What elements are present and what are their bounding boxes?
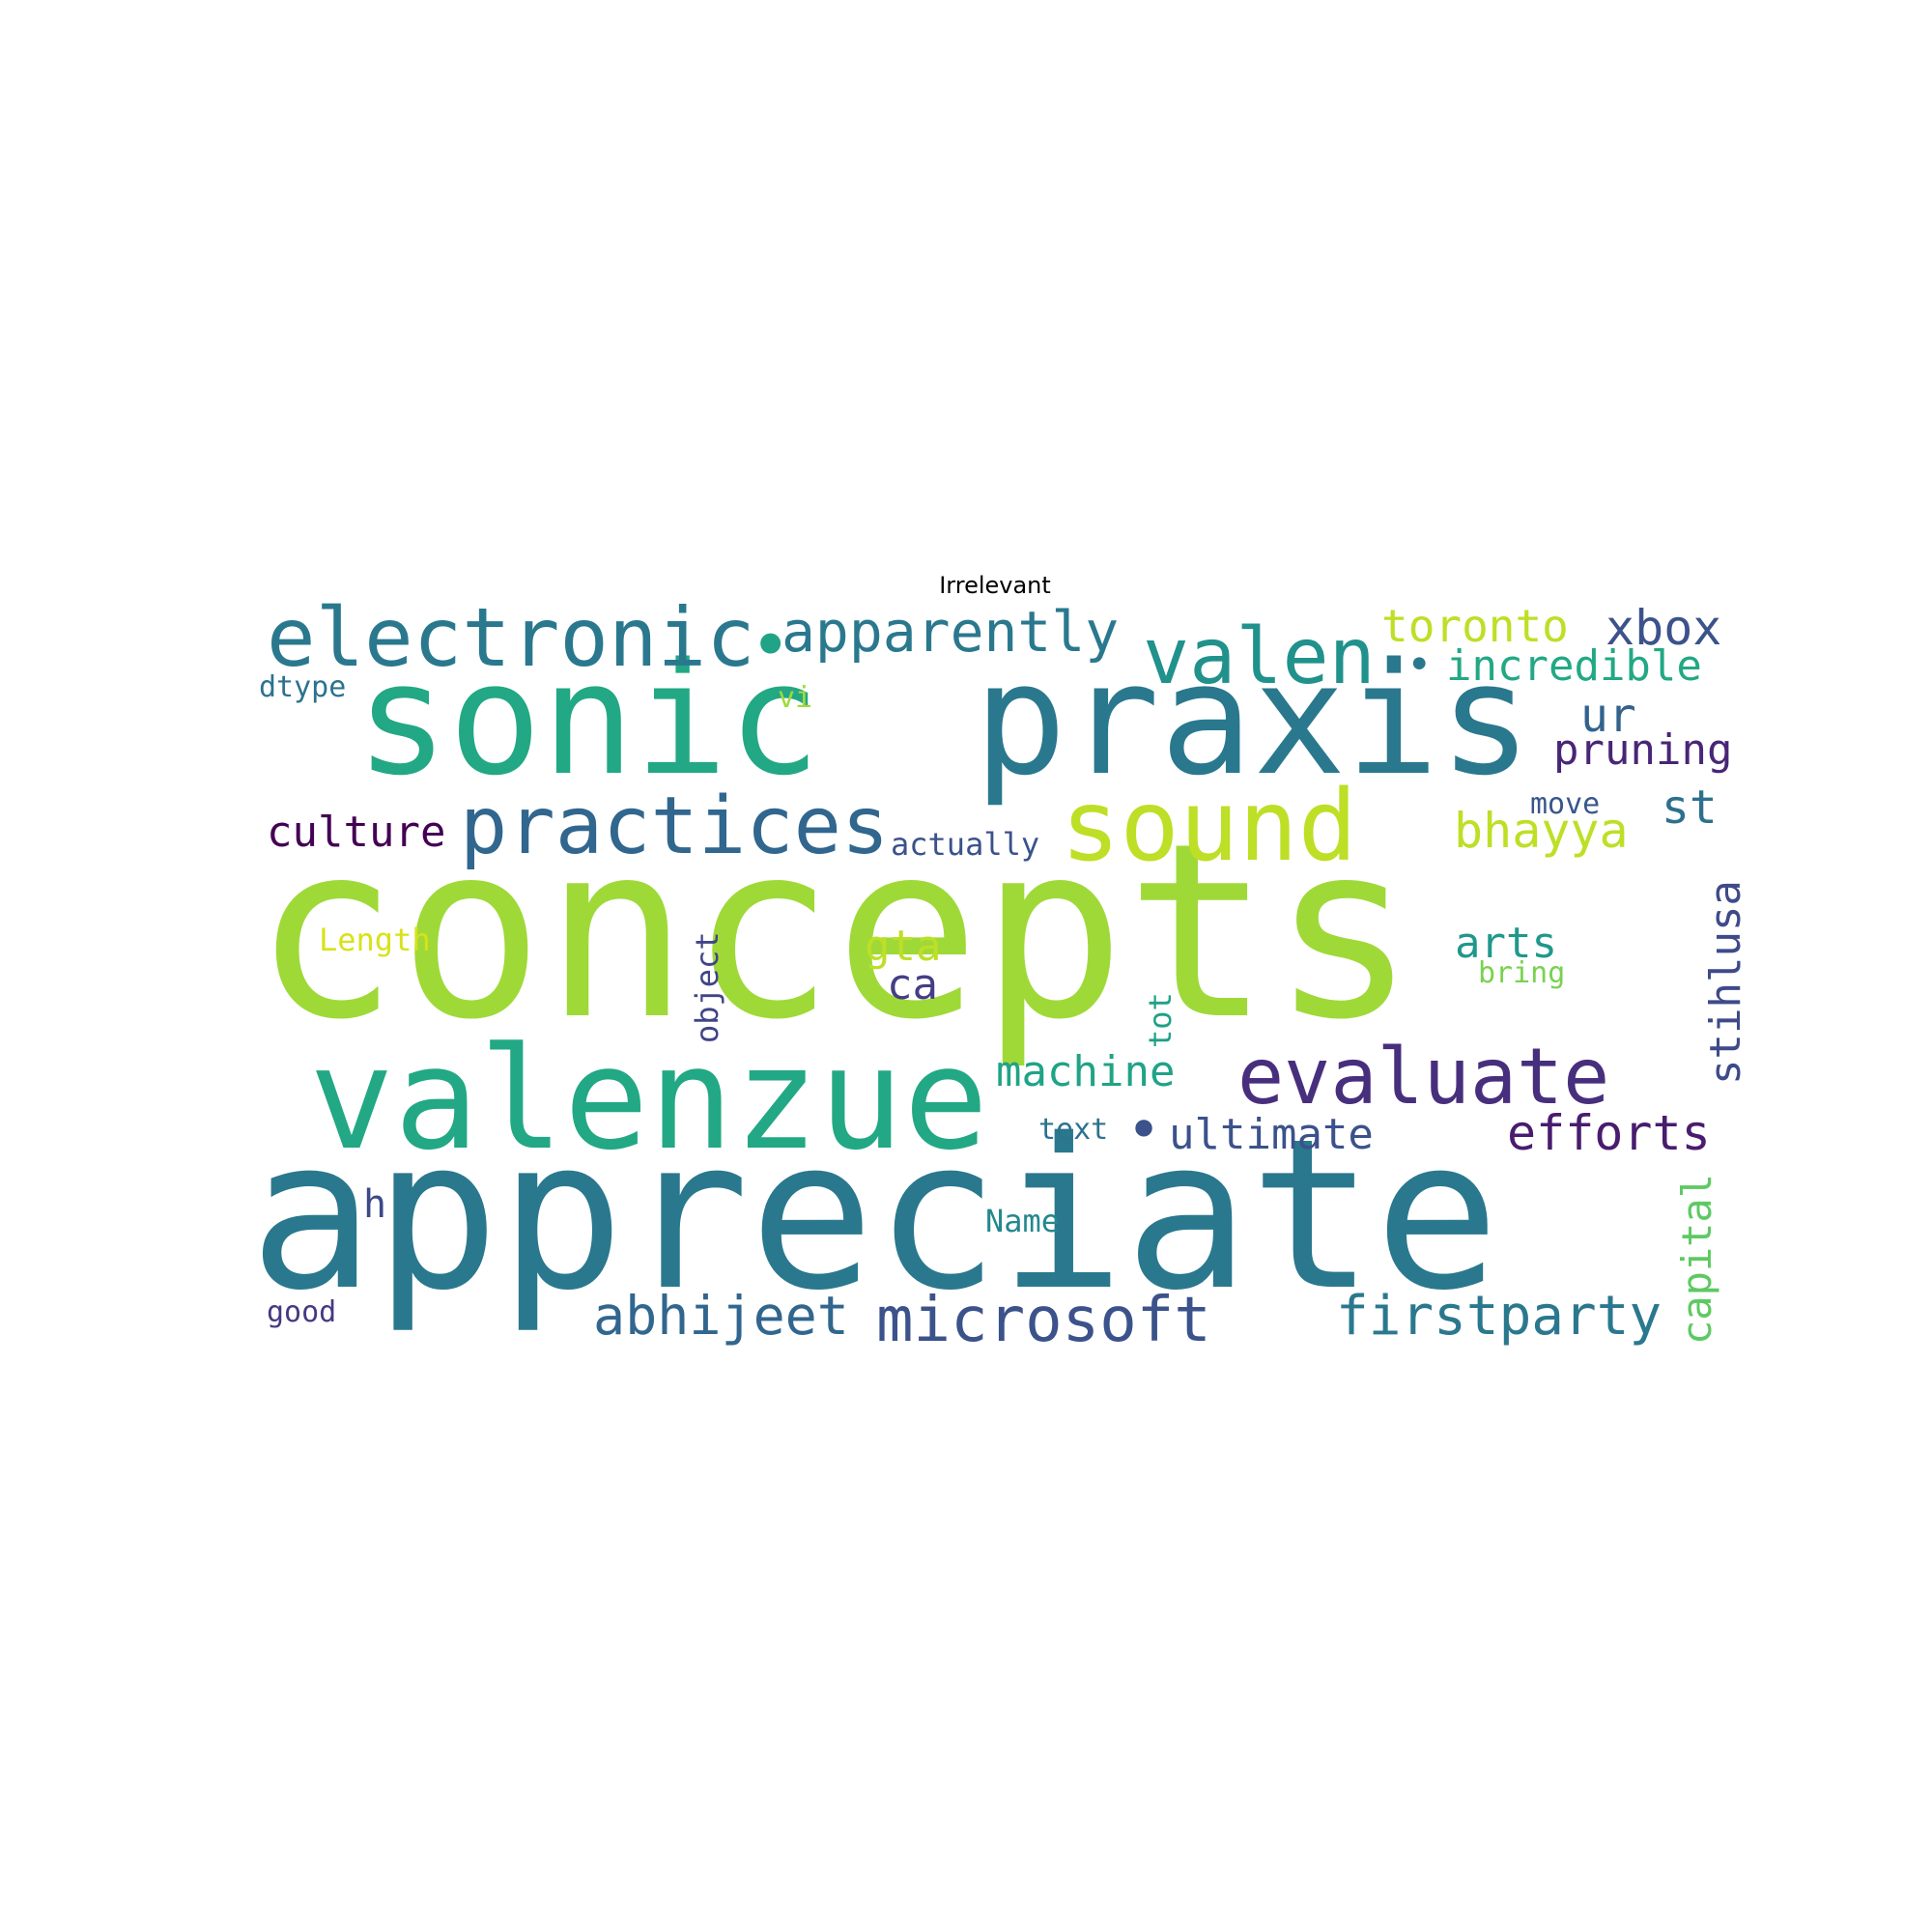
word-tot: tot bbox=[1142, 992, 1179, 1048]
word-ur: ur bbox=[1580, 689, 1636, 743]
word-dot-2: • bbox=[1406, 640, 1433, 690]
word-text: text bbox=[1038, 1113, 1109, 1147]
word-dot-1: • bbox=[750, 605, 792, 686]
word-culture: culture bbox=[267, 808, 446, 857]
word-vi: vi bbox=[778, 681, 813, 715]
word-capital: capital bbox=[1673, 1173, 1720, 1345]
word-gta: gta bbox=[865, 922, 942, 971]
word-pruning: pruning bbox=[1553, 725, 1733, 775]
word-valenzue: valenzue bbox=[309, 1017, 989, 1181]
word-xbox: xbox bbox=[1605, 600, 1722, 656]
word-concepts: concepts bbox=[253, 791, 1417, 1072]
word-h: h bbox=[363, 1182, 387, 1227]
word-Length: Length bbox=[319, 922, 431, 958]
word-apparently: apparently bbox=[781, 599, 1120, 665]
word-ca: ca bbox=[887, 960, 938, 1009]
word-incredible: incredible bbox=[1446, 641, 1702, 691]
word-dtype: dtype bbox=[259, 670, 347, 704]
word-bring: bring bbox=[1478, 956, 1566, 990]
word-electronic: electronic bbox=[267, 590, 755, 685]
word-arts: arts bbox=[1455, 919, 1557, 968]
word-ultimate: ultimate bbox=[1169, 1110, 1374, 1159]
word-sonic: sonic bbox=[355, 629, 821, 810]
word-actually: actually bbox=[891, 826, 1040, 863]
word-move: move bbox=[1530, 787, 1601, 821]
word-machine: machine bbox=[996, 1047, 1176, 1096]
word-praxis: praxis bbox=[974, 629, 1532, 810]
word-st: st bbox=[1662, 781, 1718, 835]
word-toronto: toronto bbox=[1381, 600, 1569, 652]
word-abhijeet: abhijeet bbox=[593, 1285, 849, 1347]
word-good: good bbox=[267, 1295, 337, 1329]
word-stihlusa: stihlusa bbox=[1701, 880, 1750, 1085]
word-sound: sound bbox=[1061, 769, 1358, 884]
chart-title: Irrelevant bbox=[939, 572, 1051, 599]
word-efforts: efforts bbox=[1507, 1105, 1711, 1161]
word-bhayya: bhayya bbox=[1454, 803, 1629, 859]
word-Name: Name bbox=[985, 1203, 1061, 1239]
word-object: object bbox=[689, 931, 725, 1043]
word-appreciate: appreciate bbox=[249, 1094, 1500, 1336]
word-dot-3: • bbox=[1126, 1096, 1162, 1164]
word-microsoft: microsoft bbox=[876, 1285, 1211, 1356]
word-evaluate: evaluate bbox=[1237, 1032, 1610, 1122]
word-valen: valen bbox=[1143, 611, 1376, 701]
word-firstparty: firstparty bbox=[1336, 1285, 1662, 1348]
word-practices: practices bbox=[460, 781, 890, 872]
